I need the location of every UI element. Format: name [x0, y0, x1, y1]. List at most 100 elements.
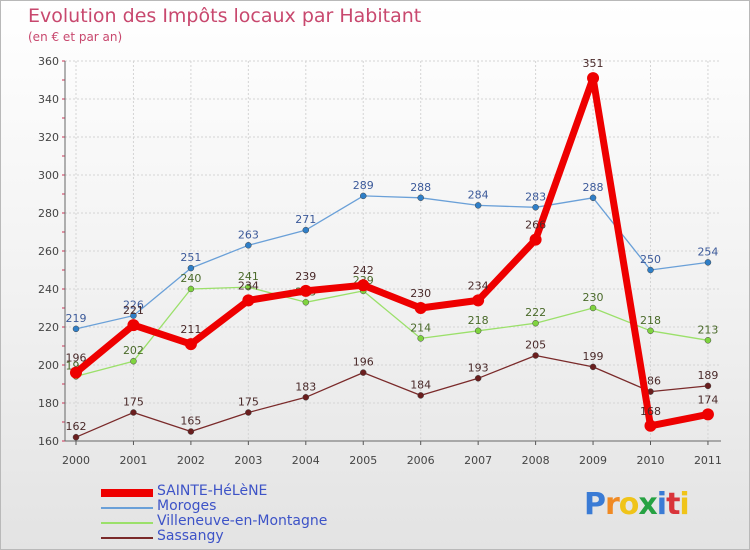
data-point — [70, 366, 82, 379]
data-label: 221 — [123, 304, 144, 317]
data-label: 196 — [353, 356, 374, 369]
data-label: 263 — [238, 228, 259, 241]
x-tick-label: 2004 — [292, 454, 320, 467]
data-point — [417, 335, 424, 342]
data-point — [360, 192, 367, 200]
y-tick-label: 180 — [38, 397, 59, 410]
data-label: 175 — [123, 396, 144, 409]
x-tick-label: 2002 — [177, 454, 205, 467]
y-tick-label: 220 — [38, 321, 59, 334]
logo-letter: i — [679, 487, 689, 522]
data-point — [701, 408, 714, 421]
data-point — [245, 409, 252, 416]
data-point — [302, 394, 310, 401]
data-label: 240 — [180, 272, 201, 285]
data-label: 183 — [295, 380, 316, 393]
data-label: 199 — [583, 350, 604, 363]
legend-label: Villeneuve-en-Montagne — [157, 513, 328, 529]
data-label: 202 — [123, 344, 144, 357]
data-point — [589, 304, 597, 312]
chart-title: Evolution des Impôts locaux par Habitant — [28, 5, 422, 27]
data-point — [529, 233, 542, 246]
data-label: 351 — [583, 57, 604, 70]
x-tick-label: 2008 — [522, 454, 550, 467]
data-point — [72, 325, 80, 333]
data-label: 184 — [410, 378, 431, 391]
logo-letter: x — [638, 487, 657, 522]
series-line — [75, 195, 709, 330]
legend-swatch-sainte-helene — [101, 489, 153, 497]
data-label: 288 — [410, 181, 431, 194]
data-label: 283 — [525, 190, 546, 203]
logo-letter: o — [618, 487, 640, 522]
data-point — [417, 194, 424, 202]
data-point — [187, 428, 195, 435]
data-point — [472, 294, 485, 307]
data-label: 266 — [525, 219, 546, 232]
y-tick-label: 200 — [38, 359, 59, 372]
data-point — [532, 319, 539, 327]
data-label: 284 — [468, 188, 489, 201]
x-tick-label: 2003 — [234, 454, 262, 467]
data-point — [245, 242, 252, 249]
data-label: 271 — [295, 213, 316, 226]
series-line-sainte-helene — [72, 74, 712, 430]
data-label: 168 — [640, 405, 661, 418]
data-label: 214 — [410, 321, 431, 334]
data-label: 251 — [180, 251, 201, 264]
data-point — [187, 285, 195, 293]
legend-swatch-sassangy — [101, 537, 153, 539]
data-point — [187, 264, 195, 272]
data-point — [357, 279, 370, 292]
data-label: 222 — [525, 306, 546, 319]
proxiti-logo: Proxiti — [584, 487, 690, 522]
y-tick-label: 340 — [38, 93, 59, 106]
data-point — [130, 409, 137, 416]
x-tick-label: 2001 — [119, 454, 147, 467]
data-point — [474, 327, 482, 335]
data-point — [417, 392, 424, 399]
data-point — [242, 294, 255, 307]
data-label: 289 — [353, 179, 374, 192]
legend-swatch-villeneuve — [101, 522, 153, 524]
data-point — [360, 369, 367, 376]
data-point — [184, 338, 197, 351]
data-label: 230 — [410, 287, 431, 300]
data-point — [589, 194, 597, 202]
x-tick-label: 2010 — [637, 454, 665, 467]
data-point — [704, 259, 712, 266]
data-label: 239 — [295, 270, 316, 283]
chart-subtitle: (en € et par an) — [28, 30, 123, 44]
data-label: 242 — [353, 264, 374, 277]
y-tick-label: 320 — [38, 131, 59, 144]
data-label: 196 — [66, 352, 87, 365]
data-label: 234 — [468, 279, 489, 292]
x-tick-label: 2000 — [62, 454, 90, 467]
data-point — [704, 337, 712, 344]
data-label: 175 — [238, 396, 259, 409]
data-point — [587, 72, 600, 85]
data-point — [647, 266, 654, 274]
data-point — [532, 204, 539, 211]
data-label: 162 — [66, 420, 87, 433]
data-point — [302, 299, 310, 306]
data-label: 211 — [180, 323, 201, 336]
legend-label: Moroges — [157, 498, 217, 514]
logo-letter: r — [605, 487, 620, 522]
data-point — [302, 226, 310, 234]
x-tick-label: 2011 — [694, 454, 722, 467]
data-point — [474, 202, 482, 209]
data-point — [72, 433, 80, 441]
data-label: 241 — [238, 270, 259, 283]
logo-letter: P — [584, 487, 606, 522]
data-label: 230 — [583, 291, 604, 304]
data-point — [704, 382, 712, 390]
data-label: 193 — [468, 361, 489, 374]
data-label: 250 — [640, 253, 661, 266]
data-label: 219 — [66, 312, 87, 325]
y-tick-label: 160 — [38, 435, 59, 448]
series-line — [75, 354, 709, 438]
data-label: 189 — [697, 369, 718, 382]
